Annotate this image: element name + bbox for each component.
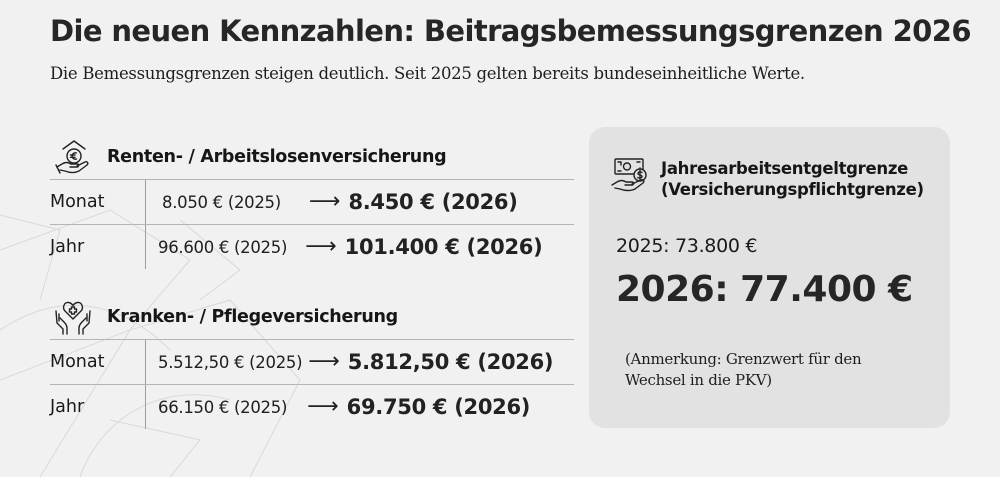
row-label: Monat: [50, 180, 146, 224]
arrow-icon: ⟶: [308, 349, 340, 374]
arrow-icon: ⟶: [307, 394, 339, 419]
table-row: Monat 8.050 € (2025) ⟶ 8.450 € (2026): [50, 179, 574, 224]
old-value: 66.150 € (2025): [158, 397, 288, 417]
page-title: Die neuen Kennzahlen: Beitragsbemessungs…: [50, 14, 972, 48]
table-row: Jahr 96.600 € (2025) ⟶ 101.400 € (2026): [50, 224, 574, 269]
table-row: Monat 5.512,50 € (2025) ⟶ 5.812,50 € (20…: [50, 339, 574, 384]
jaeg-card: Jahresarbeitsentgeltgrenze (Versicherung…: [589, 127, 950, 428]
hand-money-icon: [611, 158, 647, 192]
section-rente-arbeitslosen: Renten- / Arbeitslosenversicherung Monat…: [50, 135, 574, 269]
card-note-line1: (Anmerkung: Grenzwert für den: [625, 350, 862, 368]
section-title: Renten- / Arbeitslosenversicherung: [107, 147, 447, 167]
section-title: Kranken- / Pflegeversicherung: [107, 307, 398, 327]
section-header: Renten- / Arbeitslosenversicherung: [50, 135, 574, 179]
table-row: Jahr 66.150 € (2025) ⟶ 69.750 € (2026): [50, 384, 574, 429]
card-old-value: 2025: 73.800 €: [616, 235, 758, 257]
card-new-value: 2026: 77.400 €: [616, 269, 913, 310]
new-value: 69.750 € (2026): [346, 395, 531, 419]
section-header: Kranken- / Pflegeversicherung: [50, 295, 574, 339]
row-label: Monat: [50, 340, 146, 384]
new-value: 101.400 € (2026): [344, 235, 543, 259]
new-value: 8.450 € (2026): [348, 190, 518, 214]
old-value: 8.050 € (2025): [162, 192, 281, 212]
page-subtitle: Die Bemessungsgrenzen steigen deutlich. …: [50, 64, 805, 83]
old-value: 96.600 € (2025): [158, 237, 288, 257]
card-title-line2: (Versicherungspflichtgrenze): [661, 180, 924, 199]
row-label: Jahr: [50, 225, 146, 269]
card-title-line1: Jahresarbeitsentgeltgrenze: [661, 159, 909, 178]
card-title: Jahresarbeitsentgeltgrenze (Versicherung…: [661, 158, 924, 200]
old-value: 5.512,50 € (2025): [158, 352, 303, 372]
section-kranken-pflege: Kranken- / Pflegeversicherung Monat 5.51…: [50, 295, 574, 429]
hands-heart-cross-icon: [55, 301, 91, 335]
arrow-icon: ⟶: [305, 234, 337, 259]
new-value: 5.812,50 € (2026): [347, 350, 554, 374]
arrow-icon: ⟶: [308, 189, 341, 214]
row-label: Jahr: [50, 385, 146, 429]
card-note-line2: Wechsel in die PKV): [625, 371, 772, 389]
card-note: (Anmerkung: Grenzwert für den Wechsel in…: [625, 349, 925, 391]
hand-euro-house-icon: [55, 140, 89, 174]
